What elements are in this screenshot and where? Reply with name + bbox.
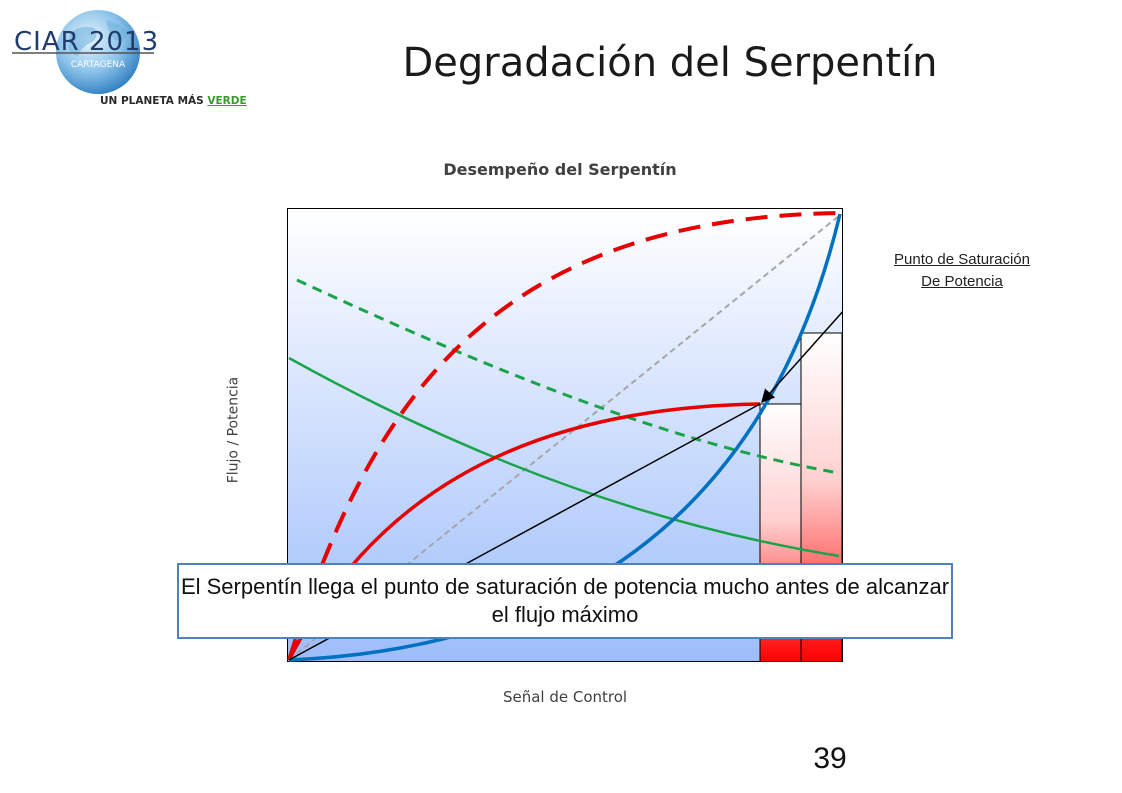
- saturation-annotation: Punto de Saturación De Potencia: [852, 249, 1072, 293]
- callout-text: El Serpentín llega el punto de saturació…: [180, 574, 950, 627]
- chart-title: Desempeño del Serpentín: [443, 160, 677, 179]
- blue-curve: [288, 213, 842, 662]
- page-number: 39: [813, 742, 847, 775]
- arrow-icon: [761, 310, 843, 404]
- globe-logo-icon: [56, 10, 140, 94]
- y-axis-label: Flujo / Potencia: [225, 376, 242, 484]
- gray-diagonal-line: [288, 214, 841, 661]
- ciar-logo: CIAR 2013 CARTAGENA UN PLANETA MÁS VERDE: [12, 10, 247, 107]
- logo-tagline-accent: VERDE: [207, 95, 246, 107]
- green-solid-curve: [288, 356, 840, 558]
- logo-city: CARTAGENA: [71, 60, 126, 70]
- annotation-line-1: Punto de Saturación: [894, 251, 1030, 268]
- logo-tagline-prefix: UN PLANETA MÁS: [100, 94, 207, 107]
- logo-brand: CIAR 2013: [14, 27, 159, 57]
- logo-tagline: UN PLANETA MÁS VERDE: [100, 94, 247, 107]
- red-dashed-curve: [287, 211, 841, 661]
- callout-box: El Serpentín llega el punto de saturació…: [177, 563, 953, 639]
- x-axis-label: Señal de Control: [502, 688, 628, 706]
- annotation-line-2: De Potencia: [921, 273, 1003, 290]
- green-dashed-curve: [296, 278, 840, 475]
